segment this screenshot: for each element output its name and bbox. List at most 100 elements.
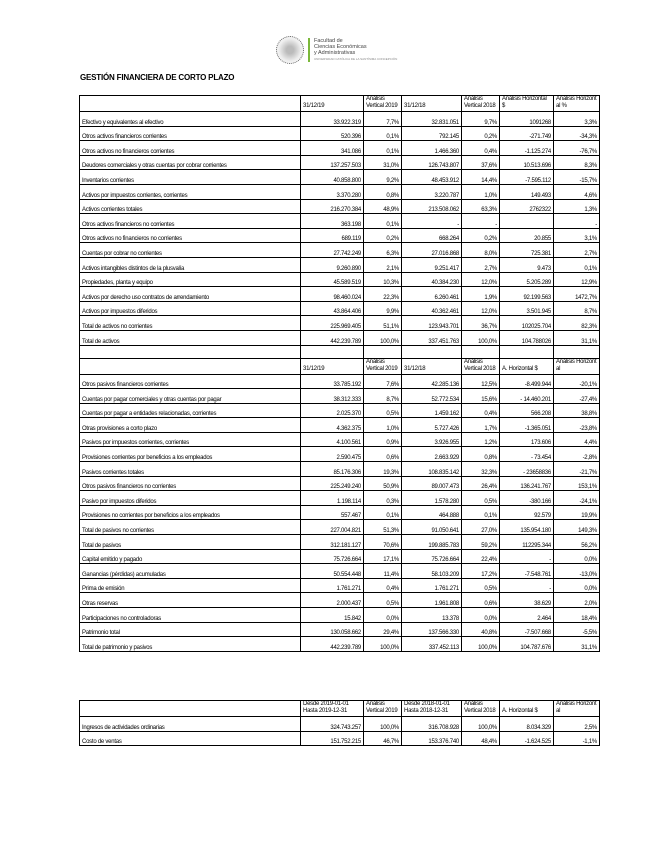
table-cell: 0,8% (461, 446, 500, 463)
table-cell: 50.554.448 (300, 563, 364, 579)
table-cell: 104.788026 (499, 329, 554, 346)
table-cell: -5,5% (553, 621, 600, 638)
table-cell: 792.145 (401, 125, 462, 142)
table-cell: 225.249.240 (300, 475, 364, 492)
table-cell: 1.761.271 (300, 577, 364, 594)
table-cell: Análisis Vertical 2019 (363, 357, 402, 375)
table-cell: -1.125.274 (499, 140, 554, 156)
table-cell: 9.260.890 (300, 256, 364, 273)
table-cell: -21,7% (553, 461, 600, 477)
table-cell: 89.007.473 (401, 475, 462, 492)
table-cell: 12,5% (461, 373, 500, 390)
table-cell (363, 344, 402, 359)
table-cell: 75.726.664 (300, 548, 364, 565)
table-cell: 11,4% (363, 563, 402, 579)
row-label: Activos por impuestos diferidos (79, 300, 301, 317)
table-cell: 27,0% (461, 519, 500, 536)
table-cell: 0,1% (363, 213, 402, 229)
table-cell: 18,4% (553, 607, 600, 623)
table-cell: 1472,7% (553, 286, 600, 302)
table-cell: - (553, 213, 600, 229)
table-cell: 2.590.475 (300, 446, 364, 463)
table-cell: 1.578.280 (401, 490, 462, 506)
table-cell: 102025.704 (499, 315, 554, 331)
table-cell: 0,5% (461, 490, 500, 506)
table-row: Deudores comerciales y otras cuentas por… (79, 154, 600, 171)
row-label: Otras reservas (79, 592, 301, 608)
table-cell: 42.285.136 (401, 373, 462, 390)
table-cell: 324.743.257 (300, 716, 364, 732)
row-label: Total de pasivos (79, 534, 301, 550)
table-cell: 3,1% (553, 227, 600, 244)
row-label: Provisiones corrientes por beneficios a … (79, 446, 301, 463)
table-cell: 63,3% (461, 198, 500, 215)
table-cell: 12,0% (461, 271, 500, 288)
table-cell: 0,2% (461, 227, 500, 244)
table-cell (499, 344, 554, 359)
table-header: Desde 2019-01-01 Hasta 2019-12-31 Análisi… (79, 700, 600, 717)
table-cell: 149.493 (499, 183, 554, 200)
table-cell: 566.208 (499, 402, 554, 419)
table-cell: Análisis Horizont al (553, 700, 600, 717)
table-cell: 0,6% (363, 446, 402, 463)
table-row: Otros activos no financieros no corrient… (79, 227, 600, 244)
table-cell: Análisis Vertical 2019 (363, 95, 402, 112)
row-label: Total de activos no corrientes (79, 315, 301, 331)
table-cell: 1,7% (461, 417, 500, 433)
table-cell: 337.451.763 (401, 329, 462, 346)
row-label: Costo de ventas (79, 730, 301, 747)
table-cell (300, 344, 364, 359)
table-cell: 36,7% (461, 315, 500, 331)
table-cell: 100,0% (461, 636, 500, 652)
table-row: Total de activos 442.239.789 100,0% 337.451… (79, 329, 600, 346)
table-cell: 75.726.664 (401, 548, 462, 565)
table-row: Activos por impuestos diferidos 43.864.40… (79, 300, 600, 317)
table-cell: - 23658836 (499, 461, 554, 477)
row-label: Prima de emisión (79, 577, 301, 594)
logo-line: Ciencias Económicas (314, 44, 367, 50)
table-cell: -34,3% (553, 125, 600, 142)
table-cell: 56,2% (553, 534, 600, 550)
table-cell: 50,9% (363, 475, 402, 492)
table-cell: 0,4% (461, 140, 500, 156)
table-cell: 225.969.405 (300, 315, 364, 331)
row-label: Cuentas por pagar comerciales y otras cu… (79, 388, 301, 404)
table-cell: 0,0% (363, 607, 402, 623)
table-cell: 92.579 (499, 504, 554, 521)
table-cell: 557.467 (300, 504, 364, 521)
table-cell: 8,7% (363, 388, 402, 404)
table-cell: 173.606 (499, 431, 554, 448)
table-cell: 2.663.929 (401, 446, 462, 463)
table-cell: 10,3% (363, 271, 402, 288)
table-cell: -20,1% (553, 373, 600, 390)
table-row: Inventarios corrientes 40.858.800 9,2% 48.4… (79, 169, 600, 185)
table-cell: 32.831.051 (401, 111, 462, 127)
table-cell: 1,0% (363, 417, 402, 433)
table-cell: -8.499.944 (499, 373, 554, 390)
table-cell: 40.362.461 (401, 300, 462, 317)
table-row: Provisiones corrientes por beneficios a … (79, 446, 600, 463)
table-cell: - (401, 213, 462, 229)
table-cell: 0,1% (461, 504, 500, 521)
row-label: Activos por derecho uso contratos de arr… (79, 286, 301, 302)
table-cell: 0,2% (461, 125, 500, 142)
table-cell: 38,8% (553, 402, 600, 419)
row-label: Otras provisiones a corto plazo (79, 417, 301, 433)
table-cell: 151.752.215 (300, 730, 364, 747)
table-row: Total de pasivos no corrientes 227.004.82… (79, 519, 600, 536)
table-cell: A. Horizontal $ (499, 357, 554, 375)
table-cell: 689.119 (300, 227, 364, 244)
table-row: Propiedades, planta y equipo 45.589.519 10… (79, 271, 600, 288)
table-cell: 1091268 (499, 111, 554, 127)
table-cell: 52.772.534 (401, 388, 462, 404)
table-cell: 58.103.209 (401, 563, 462, 579)
table-cell: 33.785.192 (300, 373, 364, 390)
table-cell: 51,3% (363, 519, 402, 536)
row-label: Otros pasivos financieros corrientes (79, 373, 301, 390)
table-cell: 17,1% (363, 548, 402, 565)
table-row: Efectivo y equivalentes al efectivo 33.92… (79, 111, 600, 127)
table-cell: 0,5% (461, 577, 500, 594)
table-header: 31/12/19 Análisis Vertical 2019 31/12/18 An… (79, 95, 600, 112)
table-cell: 38.629 (499, 592, 554, 608)
table-cell: 2.025.370 (300, 402, 364, 419)
